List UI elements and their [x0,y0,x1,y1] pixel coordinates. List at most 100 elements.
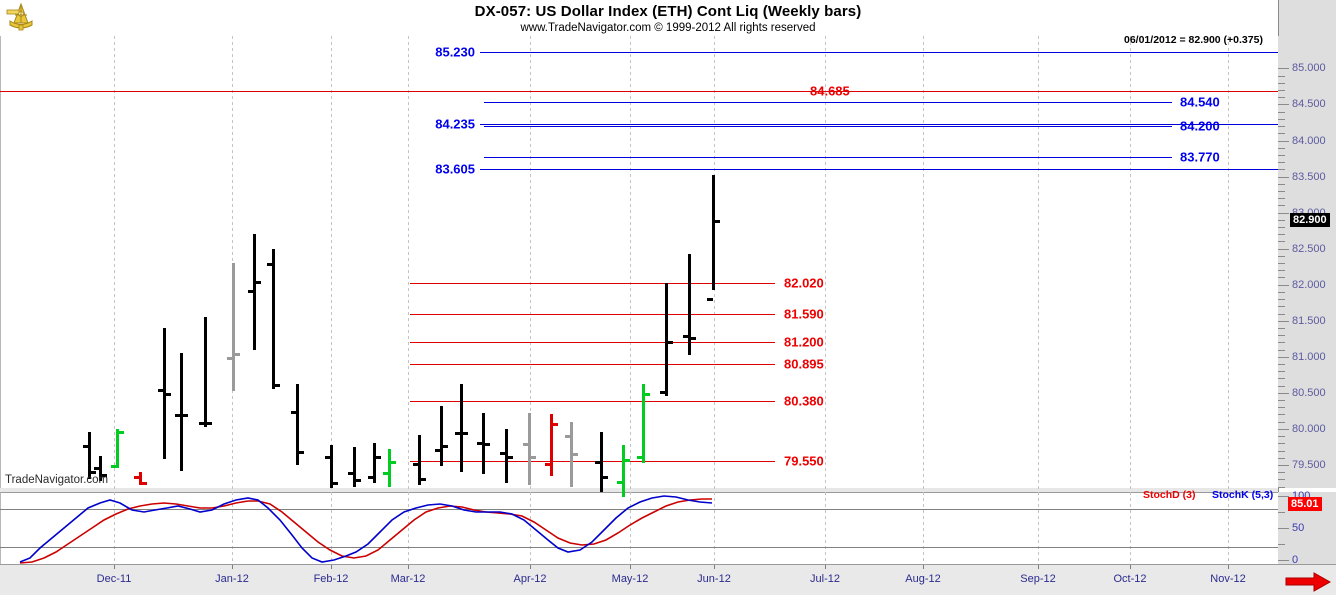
price-axis-minor-tick [1278,183,1285,185]
bar-close-tick [507,456,513,460]
bar-close-tick [118,431,124,435]
resistance-line [480,123,1278,125]
price-axis-minor-tick [1278,147,1285,149]
price-axis-minor-tick [1278,443,1285,445]
price-axis-minor-tick [1278,90,1285,92]
bar-range [505,428,508,483]
price-axis-label: 85.000 [1292,62,1326,75]
bar-range [528,413,531,486]
support-label: 81.590 [784,306,824,322]
vertical-gridline [825,36,826,564]
price-axis-minor-tick [1278,436,1285,438]
price-axis-minor-tick [1278,306,1285,308]
price-axis-minor-tick [1278,385,1285,387]
bar-range [712,175,715,291]
bar-open-tick [707,297,713,301]
bar-close-tick [690,336,696,340]
date-axis-tick [114,565,115,569]
bar-range [163,327,166,460]
bar-range [204,317,207,428]
price-axis-minor-tick [1278,241,1285,243]
date-axis-label: Aug-12 [905,573,941,585]
bar-range [665,283,668,397]
bar-range [99,455,102,481]
stoch-k-line [19,495,713,563]
price-axis-minor-tick [1278,97,1285,99]
date-axis-label: Oct-12 [1113,573,1147,585]
bar-close-tick [552,423,558,427]
price-axis-minor-tick [1278,190,1285,192]
bar-open-tick [325,456,331,460]
date-axis-label: Jul-12 [810,573,840,585]
date-axis[interactable]: Dec-11 Jan-12 Feb-12 Mar-12 Apr-12 May-12 Jun-… [0,564,1336,595]
date-axis-label: Jan-12 [215,573,249,585]
price-axis-minor-tick [1278,263,1285,265]
date-axis-label: Feb-12 [313,573,349,585]
bar-close-tick [355,479,361,483]
bar-range [116,428,119,468]
bar-open-tick [267,263,273,267]
price-axis-label: 84.500 [1292,98,1326,111]
price-axis-tick [1278,392,1289,394]
date-axis-label: Sep-12 [1020,573,1056,585]
bar-close-tick [182,414,188,418]
price-axis-minor-tick [1278,349,1285,351]
resistance-label-right: 83.770 [1180,149,1220,165]
current-price-flag: 82.900 [1290,212,1330,227]
bar-open-tick [291,410,297,414]
bar-range [622,444,625,498]
price-axis[interactable]: 85.00084.50084.00083.50083.00082.50082.0… [1278,36,1336,488]
legend-stoch-k[interactable]: StochK (5,3) [1212,489,1274,501]
stoch-axis-tick [1278,496,1289,497]
resistance-line [480,169,1278,170]
bar-close-tick [101,473,107,477]
price-axis-minor-tick [1278,299,1285,301]
bar-close-tick [390,461,396,465]
price-axis-minor-tick [1278,234,1285,236]
bar-range [600,432,603,493]
price-axis-minor-tick [1278,472,1285,474]
stoch-axis-label: 50 [1292,522,1305,534]
price-axis-tick [1278,104,1289,106]
date-axis-tick [1038,565,1039,569]
stoch-axis-minor-tick [1278,512,1285,513]
support-label: 84.685 [810,83,850,99]
price-axis-label: 82.000 [1292,278,1326,291]
resistance-line [480,51,1278,53]
bar-close-tick [90,470,96,474]
date-axis-tick [1228,565,1229,569]
bar-range [373,443,376,483]
support-label: 81.200 [784,334,824,350]
scroll-forward-arrow-icon[interactable] [1284,571,1332,593]
bar-open-tick [637,456,643,460]
bar-close-tick [375,456,381,460]
date-axis-label: Jun-12 [697,573,731,585]
price-axis-label: 79.500 [1292,458,1326,471]
stoch-d-line [19,498,712,564]
date-axis-label: Dec-11 [96,573,132,585]
resistance-line [484,101,1172,103]
support-label: 79.550 [784,453,824,469]
support-line [410,364,775,366]
bar-range [440,405,443,467]
legend-stoch-d[interactable]: StochD (3) [1143,489,1196,501]
bar-close-tick [624,459,630,463]
bar-range [88,431,91,480]
stochastic-line-layer [19,495,713,564]
price-axis-minor-tick [1278,342,1285,344]
price-axis-minor-tick [1278,400,1285,402]
price-axis-minor-tick [1278,162,1285,164]
bar-close-tick [274,384,280,388]
price-axis-minor-tick [1278,219,1285,221]
bar-open-tick [227,356,233,360]
axis-top-filler [1278,0,1336,36]
bar-range [253,234,256,350]
resistance-label-right: 84.200 [1180,118,1220,134]
date-axis-label: Nov-12 [1210,573,1246,585]
bar-open-tick [617,480,623,484]
stochastic-axis[interactable]: 10050085.01 [1278,490,1336,566]
date-axis-tick [923,565,924,569]
vertical-gridline [1038,36,1039,564]
bar-open-tick [660,391,666,395]
bar-open-tick [523,443,529,447]
